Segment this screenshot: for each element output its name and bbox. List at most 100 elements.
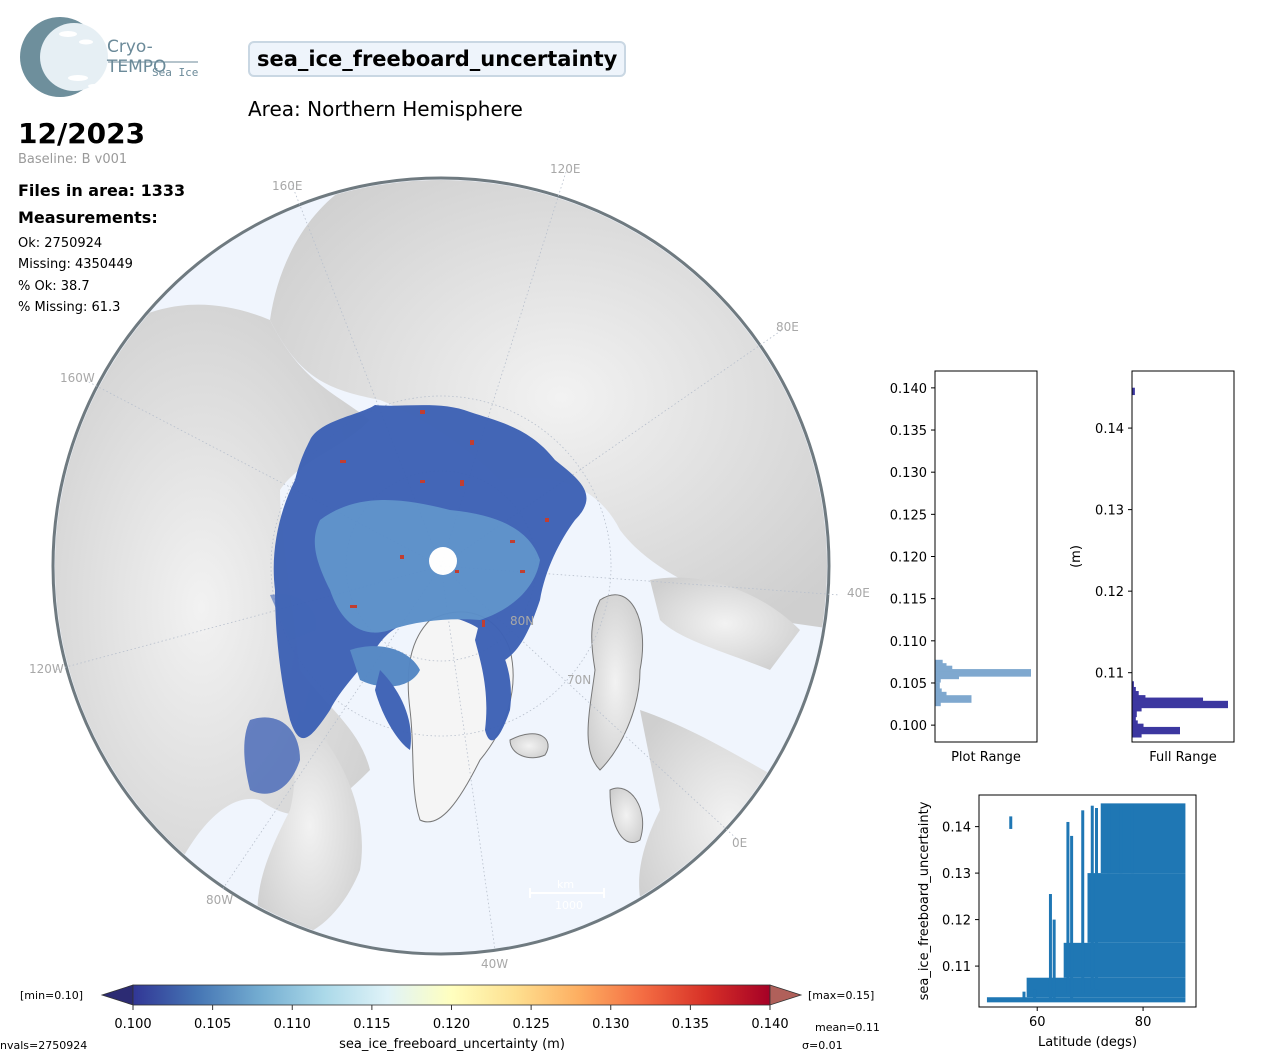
histogram-plot-range: 0.140 0.135 0.130 0.125 0.120 0.115 0.110 0.105… — [890, 370, 1038, 765]
scatter-point-column — [1081, 810, 1085, 994]
scatter-ytick-label: 0.11 — [942, 960, 971, 975]
colorbar-min-extend — [100, 984, 134, 1006]
histogram-bar — [935, 682, 940, 691]
lat-label-70n: 70N — [567, 673, 591, 687]
histogram-bar — [935, 695, 972, 703]
land-labrador — [257, 710, 362, 942]
histogram-ytick-label: 0.13 — [1095, 504, 1124, 519]
colorbar-tick-label: 0.130 — [592, 1017, 629, 1032]
stat-pct-ok: % Ok: 38.7 — [18, 279, 90, 294]
colorbar-tick-label: 0.100 — [114, 1017, 151, 1032]
histogram-ytick-label: 0.100 — [890, 719, 927, 734]
lon-label-160e: 160E — [272, 179, 303, 193]
scatter-point-column — [1107, 804, 1111, 874]
stat-missing: Missing: 4350449 — [18, 257, 133, 272]
scale-value: 1000 — [555, 899, 583, 912]
scatter-point-band — [986, 997, 1186, 1003]
lon-label-120w: 120W — [29, 662, 64, 676]
histogram-bar — [1132, 681, 1134, 689]
histogram-bar — [1132, 726, 1180, 735]
land-uk — [609, 787, 644, 843]
histogram-ytick-label: 0.125 — [890, 508, 927, 523]
scatter-point-column — [1119, 804, 1123, 874]
histogram-bar — [1132, 730, 1142, 738]
scatter-point-column — [1090, 805, 1094, 990]
colorbar-tick-label: 0.140 — [751, 1017, 788, 1032]
land-scandinavia-2 — [650, 577, 800, 670]
polar-map: km 1000 120E 160E 80E 160W 40E 120W 0E 8… — [29, 162, 870, 971]
area-label: Area: Northern Hemisphere — [248, 97, 523, 121]
scatter-point-column — [1052, 919, 1056, 999]
lon-label-80w: 80W — [206, 893, 233, 907]
scatter-point-band — [1100, 803, 1186, 874]
logo-crescent-icon — [20, 17, 198, 97]
colorbar-nvals: nvals=2750924 — [0, 1039, 87, 1052]
histogram-bar — [1132, 691, 1139, 699]
histogram-frame — [1131, 370, 1235, 743]
lon-label-40w: 40W — [481, 957, 508, 971]
colorbar-tick-label: 0.135 — [672, 1017, 709, 1032]
histogram-bar — [1132, 704, 1142, 712]
colorbar-tick-label: 0.105 — [194, 1017, 231, 1032]
lon-label-160w: 160W — [60, 371, 95, 385]
land-iceland — [509, 733, 549, 759]
colorbar-sigma: σ=0.01 — [802, 1039, 843, 1052]
scatter-xlabel: Latitude (degs) — [1038, 1035, 1137, 1050]
colorbar-mean: mean=0.11 — [815, 1021, 880, 1034]
histogram-ytick-label: 0.120 — [890, 551, 927, 566]
histogram-xlabel: Full Range — [1149, 750, 1217, 765]
land-scandinavia — [587, 594, 644, 771]
histogram-bar — [935, 669, 1031, 677]
histogram-xlabel: Plot Range — [951, 750, 1021, 765]
scatter-point-column — [1033, 989, 1037, 1001]
cryo-tempo-logo: Cryo-TEMPO Sea Ice — [18, 16, 203, 100]
scatter-xtick-label: 60 — [1029, 1015, 1046, 1030]
scatter-ylabel: sea_ice_freeboard_uncertainty — [917, 801, 932, 1000]
scale-unit: km — [557, 878, 574, 891]
histogram-bar — [1132, 700, 1228, 709]
baseline-label: Baseline: B v001 — [18, 152, 128, 167]
scatter-ytick-label: 0.12 — [942, 914, 971, 929]
colorbar-max-extend — [769, 984, 803, 1006]
histogram-frame — [934, 370, 1038, 743]
histogram-bar — [935, 674, 941, 683]
lon-label-0e: 0E — [732, 836, 747, 850]
lon-label-120e: 120E — [550, 162, 581, 176]
scatter-xtick-label: 80 — [1135, 1015, 1152, 1030]
histogram-bar — [1132, 686, 1136, 695]
histogram-bar — [935, 698, 941, 707]
scatter-point-column — [1022, 991, 1026, 1001]
logo-subtitle: Sea Ice — [152, 66, 199, 79]
colorbar: [min=0.10] [max=0.15] 0.100 0.105 0.110 0.1… — [0, 984, 880, 1052]
histogram-ytick-label: 0.115 — [890, 593, 927, 608]
scatter-ytick-label: 0.14 — [942, 821, 971, 836]
scatter-point-column — [1009, 816, 1013, 829]
colorbar-tick-label: 0.110 — [274, 1017, 311, 1032]
lon-label-40e: 40E — [847, 586, 870, 600]
histogram-bar — [1132, 715, 1136, 723]
measurements-heading: Measurements: — [18, 208, 158, 227]
colorbar-tick-label: 0.115 — [353, 1017, 390, 1032]
histogram-ytick-label: 0.130 — [890, 466, 927, 481]
scatter-ytick-label: 0.13 — [942, 867, 971, 882]
scatter-point-column — [1130, 804, 1134, 874]
histogram-full-range: 0.14 0.13 0.12 0.11 Full Range (m) — [1069, 370, 1235, 765]
histogram-ytick-label: 0.140 — [890, 382, 927, 397]
lat-label-80n: 80N — [510, 614, 534, 628]
colorbar-gradient — [132, 984, 771, 1006]
histogram-ytick-label: 0.14 — [1095, 422, 1124, 437]
scatter-point-column — [1048, 894, 1052, 999]
scale-bar — [529, 888, 605, 898]
scatter-latitude: 0.14 0.13 0.12 0.11 60 80 Latitude (degs) sea_i… — [917, 794, 1197, 1050]
stat-pct-missing: % Missing: 61.3 — [18, 300, 121, 315]
scatter-point-column — [1094, 808, 1098, 990]
histogram-bar — [1132, 709, 1137, 718]
histogram-ytick-label: 0.110 — [890, 635, 927, 650]
files-count: Files in area: 1333 — [18, 181, 186, 200]
scatter-point-column — [1066, 821, 1070, 994]
scatter-point-column — [1070, 835, 1074, 999]
histogram-ytick-label: 0.11 — [1095, 667, 1124, 682]
scatter-frame — [978, 794, 1197, 1008]
colorbar-label: sea_ice_freeboard_uncertainty (m) — [339, 1037, 565, 1052]
scatter-point-band — [1026, 977, 1186, 998]
